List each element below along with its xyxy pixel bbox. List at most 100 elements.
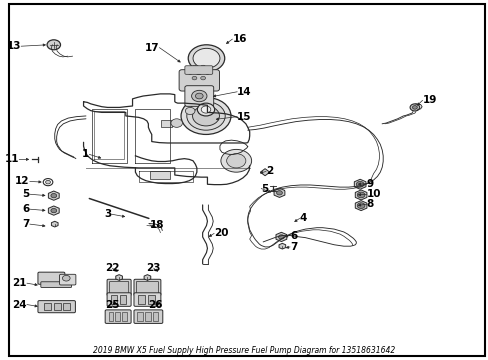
Circle shape: [201, 106, 210, 113]
Text: 24: 24: [12, 300, 27, 310]
Circle shape: [188, 45, 224, 72]
Circle shape: [192, 106, 219, 126]
Circle shape: [200, 76, 205, 80]
Bar: [147, 295, 154, 304]
FancyBboxPatch shape: [136, 282, 158, 293]
Text: 8: 8: [366, 199, 373, 209]
Bar: [63, 303, 70, 310]
FancyBboxPatch shape: [109, 282, 128, 293]
Circle shape: [51, 194, 57, 198]
Circle shape: [47, 40, 61, 50]
Circle shape: [192, 76, 197, 80]
Text: 15: 15: [237, 112, 251, 122]
Text: 20: 20: [214, 228, 228, 238]
Text: 5: 5: [261, 184, 268, 194]
Circle shape: [357, 203, 364, 208]
FancyBboxPatch shape: [107, 293, 131, 306]
Text: 3: 3: [104, 209, 111, 219]
Bar: [152, 312, 158, 321]
Bar: [111, 295, 117, 304]
Text: 10: 10: [366, 189, 381, 199]
FancyBboxPatch shape: [38, 301, 75, 313]
Polygon shape: [51, 221, 58, 227]
Polygon shape: [116, 275, 122, 280]
Text: 18: 18: [149, 220, 164, 230]
Circle shape: [221, 149, 251, 172]
Polygon shape: [275, 232, 286, 242]
FancyBboxPatch shape: [184, 66, 212, 74]
FancyBboxPatch shape: [134, 310, 163, 323]
FancyBboxPatch shape: [134, 293, 161, 306]
Bar: [122, 312, 126, 321]
Bar: [137, 312, 143, 321]
Text: 11: 11: [5, 154, 19, 165]
Bar: [260, 169, 269, 176]
Text: 22: 22: [105, 263, 120, 273]
Bar: [108, 312, 113, 321]
FancyBboxPatch shape: [107, 279, 131, 296]
Text: 25: 25: [105, 300, 120, 310]
Text: 13: 13: [7, 41, 21, 51]
Circle shape: [278, 235, 284, 239]
FancyBboxPatch shape: [60, 274, 76, 285]
Text: 26: 26: [148, 300, 163, 310]
Text: 6: 6: [289, 230, 297, 240]
Text: 4: 4: [299, 213, 306, 224]
Text: 2: 2: [265, 166, 273, 176]
Circle shape: [187, 71, 192, 74]
Bar: [145, 312, 150, 321]
Circle shape: [357, 192, 364, 198]
Circle shape: [186, 102, 225, 130]
Text: 23: 23: [146, 263, 161, 273]
Polygon shape: [355, 190, 366, 200]
Circle shape: [195, 93, 203, 99]
FancyBboxPatch shape: [105, 310, 131, 323]
FancyBboxPatch shape: [41, 282, 71, 288]
FancyBboxPatch shape: [179, 70, 219, 91]
Circle shape: [51, 208, 57, 213]
Circle shape: [204, 71, 209, 74]
Text: 14: 14: [237, 87, 251, 97]
Polygon shape: [48, 206, 59, 215]
Circle shape: [200, 65, 205, 69]
Text: 5: 5: [22, 189, 30, 199]
Circle shape: [197, 103, 214, 116]
Polygon shape: [273, 188, 285, 197]
Text: 17: 17: [144, 42, 159, 53]
Bar: [44, 303, 51, 310]
Circle shape: [192, 65, 197, 69]
Text: 12: 12: [15, 176, 30, 186]
Circle shape: [409, 104, 419, 111]
FancyBboxPatch shape: [184, 86, 213, 106]
Text: 7: 7: [289, 242, 297, 252]
Bar: [54, 303, 61, 310]
Text: 7: 7: [22, 219, 30, 229]
Text: 21: 21: [12, 278, 27, 288]
Bar: [149, 171, 170, 179]
Polygon shape: [354, 179, 365, 189]
Text: 9: 9: [366, 179, 373, 189]
Text: 19: 19: [422, 95, 436, 105]
Text: 1: 1: [82, 149, 89, 159]
Polygon shape: [355, 201, 366, 211]
Circle shape: [276, 191, 282, 195]
Bar: [120, 295, 125, 304]
Text: 6: 6: [22, 204, 30, 214]
Text: 16: 16: [232, 34, 246, 44]
Circle shape: [185, 107, 195, 114]
Polygon shape: [279, 243, 285, 249]
Polygon shape: [48, 191, 59, 200]
Circle shape: [196, 71, 201, 75]
Circle shape: [193, 48, 220, 68]
Circle shape: [191, 90, 206, 102]
Bar: [138, 295, 145, 304]
Circle shape: [412, 105, 416, 109]
Circle shape: [226, 154, 245, 168]
Circle shape: [45, 180, 50, 184]
FancyBboxPatch shape: [38, 272, 65, 284]
Circle shape: [62, 275, 70, 281]
Text: 2019 BMW X5 Fuel Supply High Pressure Fuel Pump Diagram for 13518631642: 2019 BMW X5 Fuel Supply High Pressure Fu…: [93, 346, 395, 355]
Circle shape: [181, 98, 230, 134]
Circle shape: [171, 119, 182, 127]
Polygon shape: [144, 275, 150, 280]
